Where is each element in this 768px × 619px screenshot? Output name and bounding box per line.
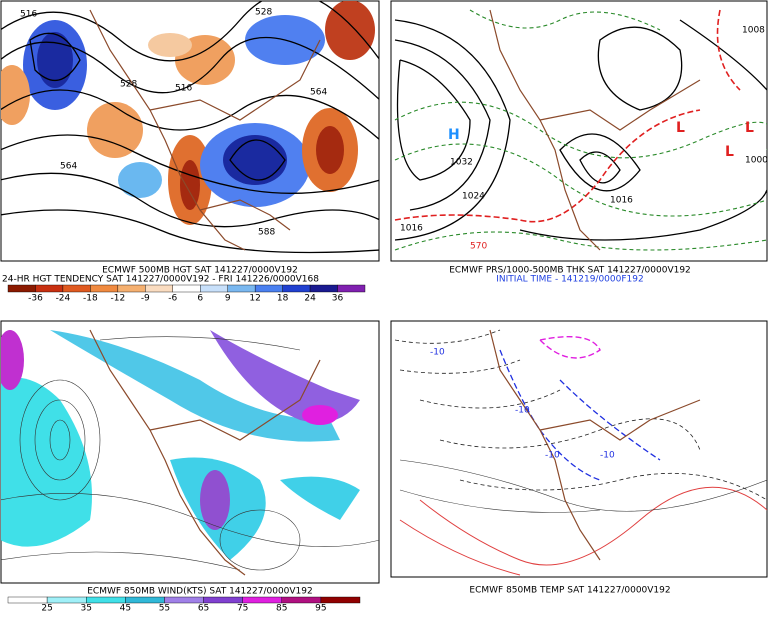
colorbar-swatch <box>242 596 282 604</box>
panel-850mb-temp: -10 -10 -10 -10 ECMWF 850MB TEMP SAT 141… <box>390 320 768 596</box>
colorbar-swatch <box>90 284 119 293</box>
colorbar: -36 -24 -18 -12 -9 -6 6 9 12 18 24 36 <box>7 284 366 304</box>
colorbar-swatch <box>7 284 36 293</box>
colorbar-label: 45 <box>120 604 131 614</box>
contour-label: 1008 <box>742 26 765 36</box>
contour-label: 1016 <box>400 224 423 234</box>
low-label: L <box>745 120 754 136</box>
colorbar-label: 35 <box>80 604 91 614</box>
contour-label: -10 <box>430 348 445 358</box>
caption: ECMWF 500MB HGT SAT 141227/0000V192 <box>102 266 298 276</box>
colorbar-swatch <box>281 596 322 604</box>
colorbar-swatch <box>86 596 126 604</box>
caption: INITIAL TIME - 141219/0000F192 <box>496 275 643 285</box>
caption: ECMWF PRS/1000-500MB THK SAT 141227/0000… <box>449 266 691 276</box>
colorbar-swatch <box>200 284 228 293</box>
colorbar-swatch <box>337 284 366 293</box>
caption: 24-HR HGT TENDENCY SAT 141227/0000V192 -… <box>2 275 319 285</box>
colorbar-swatch <box>62 284 91 293</box>
low-label: L <box>676 120 685 136</box>
colorbar-swatch <box>227 284 256 293</box>
colorbar-swatch <box>203 596 243 604</box>
contour-label: 516 <box>20 10 37 20</box>
colorbar-label: 55 <box>159 604 170 614</box>
colorbar-label: -36 <box>28 294 43 304</box>
colorbar-swatch <box>282 284 311 293</box>
colorbar-label: -6 <box>168 294 177 304</box>
colorbar-label: 85 <box>276 604 287 614</box>
colorbar-swatch <box>125 596 165 604</box>
contour-label: 1032 <box>450 158 473 168</box>
colorbar-label: 75 <box>237 604 248 614</box>
high-label: H <box>448 127 460 143</box>
contour-label: 564 <box>60 162 77 172</box>
colorbar-label: 65 <box>198 604 209 614</box>
caption: ECMWF 850MB TEMP SAT 141227/0000V192 <box>469 586 670 596</box>
colorbar-swatch <box>164 596 204 604</box>
contour-label: 1000 <box>745 156 768 166</box>
colorbar-swatch <box>46 596 87 604</box>
colorbar-label: -9 <box>141 294 150 304</box>
colorbar-label: 9 <box>225 294 231 304</box>
contour-label: 528 <box>255 8 272 18</box>
low-label: L <box>725 144 734 160</box>
colorbar-swatch <box>145 284 173 293</box>
colorbar-swatch <box>117 284 146 293</box>
colorbar-label: -18 <box>83 294 98 304</box>
colorbar-label: 6 <box>197 294 203 304</box>
contour-label: -10 <box>515 406 530 416</box>
contour-label: 570 <box>470 242 487 252</box>
colorbar-swatch <box>7 596 48 604</box>
caption: ECMWF 850MB WIND(KTS) SAT 141227/0000V19… <box>87 587 313 597</box>
panel-pressure-thickness: H 1032 1024 1016 L L L 570 1000 1008 101… <box>390 0 768 285</box>
colorbar-label: 36 <box>332 294 344 304</box>
colorbar-label: 18 <box>277 294 289 304</box>
colorbar-label: -12 <box>110 294 125 304</box>
contour-label: 1016 <box>610 196 633 206</box>
colorbar-label: 12 <box>249 294 260 304</box>
contour-label: 528 <box>120 80 137 90</box>
colorbar-swatch <box>172 284 201 293</box>
colorbar-label: 95 <box>315 604 326 614</box>
panel-850mb-wind: ECMWF 850MB WIND(KTS) SAT 141227/0000V19… <box>0 320 380 614</box>
colorbar-swatch <box>320 596 361 604</box>
colorbar-label: 25 <box>41 604 52 614</box>
colorbar-swatch <box>254 284 283 293</box>
contour-label: 564 <box>310 88 327 98</box>
contour-label: -10 <box>545 451 560 461</box>
contour-label: 516 <box>175 84 192 94</box>
colorbar-swatch <box>309 284 338 293</box>
contour-label: 588 <box>258 228 275 238</box>
contour-label: 1024 <box>462 192 485 202</box>
contour-label: -10 <box>600 451 615 461</box>
colorbar-label: -24 <box>56 294 71 304</box>
colorbar: 25 35 45 55 65 75 85 95 <box>7 596 361 614</box>
colorbar-label: 24 <box>304 294 316 304</box>
colorbar-swatch <box>35 284 64 293</box>
panel-500mb-height: 516 528 516 564 564 528 588 ECMWF 500MB … <box>0 0 380 304</box>
